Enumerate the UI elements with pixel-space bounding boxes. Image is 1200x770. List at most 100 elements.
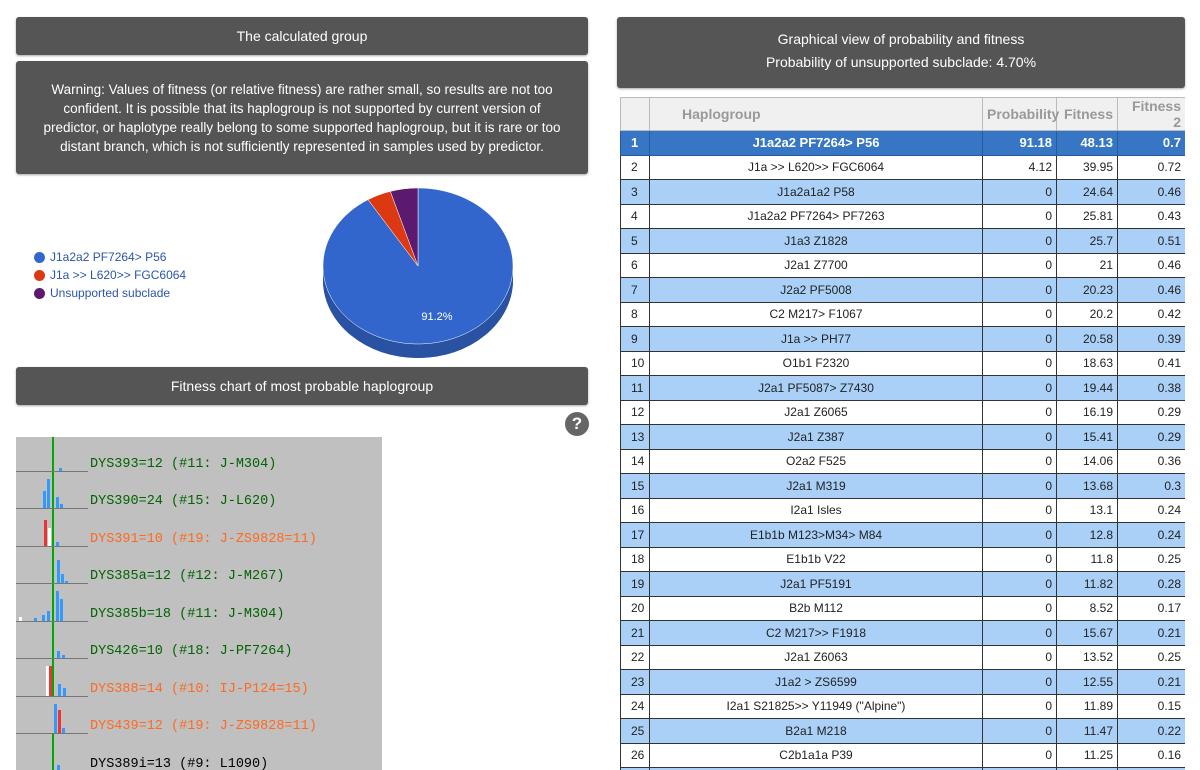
table-row[interactable]: 8 C2 M217> F1067 0 20.2 0.42	[620, 301, 1185, 327]
legend-swatch	[34, 269, 45, 281]
table-row[interactable]: 26 C2b1a1a P39 0 11.25 0.16	[620, 742, 1185, 768]
table-row[interactable]: 24 I2a1 S21825>> Y11949 ("Alpine") 0 11.89 0…	[620, 693, 1185, 719]
row-fitness: 16.19	[1056, 399, 1118, 425]
col-fitness[interactable]: Fitness	[1056, 97, 1118, 131]
fitness-histogram	[16, 509, 88, 549]
table-row[interactable]: 15 J2a1 M319 0 13.68 0.3	[620, 473, 1185, 499]
table-row[interactable]: 22 J2a1 Z6063 0 13.52 0.25	[620, 644, 1185, 670]
col-fitness-2[interactable]: Fitness 2	[1117, 97, 1185, 131]
row-index: 3	[620, 179, 650, 205]
row-index: 10	[620, 350, 650, 376]
table-row[interactable]: 9 J1a >> PH77 0 20.58 0.39	[620, 326, 1185, 352]
fitness-histogram	[16, 546, 88, 587]
col-index[interactable]	[620, 97, 650, 131]
histogram-bar	[48, 528, 51, 546]
help-icon[interactable]: ?	[565, 412, 589, 436]
row-haplogroup: J2a1 Z7700	[649, 252, 983, 278]
legend-swatch	[34, 251, 45, 263]
row-haplogroup: J1a3 Z1828	[649, 228, 983, 254]
row-fitness-2: 0.17	[1117, 595, 1185, 621]
histogram-bar	[58, 709, 61, 734]
table-row[interactable]: 14 O2a2 F525 0 14.06 0.36	[620, 448, 1185, 474]
row-index: 15	[620, 473, 650, 499]
histogram-bar	[56, 542, 59, 546]
table-row[interactable]: 16 I2a1 Isles 0 13.1 0.24	[620, 497, 1185, 523]
histogram-bar	[52, 584, 54, 621]
table-row[interactable]: 7 J2a2 PF5008 0 20.23 0.46	[620, 277, 1185, 303]
col-probability[interactable]: Probability	[982, 97, 1059, 131]
table-row[interactable]: 1 J1a2a2 PF7264> P56 91.18 48.13 0.7	[620, 130, 1185, 156]
fitness-marker-label: DYS389i=13 (#9: L1090)	[90, 756, 269, 770]
histogram-bar	[42, 615, 45, 621]
row-fitness-2	[1117, 767, 1185, 770]
histogram-bar	[52, 437, 54, 471]
table-row[interactable]: 12 J2a1 Z6065 0 16.19 0.29	[620, 399, 1185, 425]
haplogroup-table-container[interactable]: Haplogroup Probability Fitness Fitness 2…	[620, 97, 1185, 770]
table-row[interactable]: 3 J1a2a1a2 P58 0 24.64 0.46	[620, 179, 1185, 205]
row-fitness-2: 0.46	[1117, 179, 1185, 205]
table-row[interactable]: 20 B2b M112 0 8.52 0.17	[620, 595, 1185, 621]
table-row[interactable]: 13 J2a1 Z387 0 15.41 0.29	[620, 424, 1185, 450]
row-fitness: 20.23	[1056, 277, 1118, 303]
row-probability: 0	[982, 399, 1057, 425]
row-fitness: 39.95	[1056, 154, 1118, 180]
table-row[interactable]: 18 E1b1b V22 0 11.8 0.25	[620, 546, 1185, 572]
row-haplogroup: B2b M112	[649, 595, 983, 621]
row-haplogroup: J2a1 Z387	[649, 424, 983, 450]
row-fitness-2: 0.21	[1117, 669, 1185, 695]
table-row[interactable]: 4 J1a2a2 PF7264> PF7263 0 25.81 0.43	[620, 203, 1185, 229]
row-fitness: 18.63	[1056, 350, 1118, 376]
table-row[interactable]: 6 J2a1 Z7700 0 21 0.46	[620, 252, 1185, 278]
row-index: 6	[620, 252, 650, 278]
table-row[interactable]: 10 O1b1 F2320 0 18.63 0.41	[620, 350, 1185, 376]
row-probability: 0	[982, 350, 1057, 376]
table-row[interactable]: 11 J2a1 PF5087> Z7430 0 19.44 0.38	[620, 375, 1185, 401]
row-fitness-2: 0.29	[1117, 399, 1185, 425]
legend-item[interactable]: Unsupported subclade	[34, 284, 186, 302]
fitness-marker-label: DYS391=10 (#19: J-ZS9828=11)	[90, 531, 317, 547]
row-probability: 0	[982, 522, 1057, 548]
row-haplogroup: E1b1b V22	[649, 546, 983, 572]
row-fitness-2: 0.46	[1117, 252, 1185, 278]
histogram-bar	[34, 618, 37, 621]
table-row[interactable]: 19 J2a1 PF5191 0 11.82 0.28	[620, 571, 1185, 597]
table-row[interactable]: 2 J1a >> L620>> FGC6064 4.12 39.95 0.72	[620, 154, 1185, 180]
row-probability: 0	[982, 644, 1057, 670]
row-index: 17	[620, 522, 650, 548]
pie-slice[interactable]	[390, 187, 419, 267]
row-fitness-2: 0.25	[1117, 546, 1185, 572]
col-haplogroup[interactable]: Haplogroup	[649, 97, 983, 131]
histogram-bar	[61, 573, 64, 584]
legend-item[interactable]: J1a >> L620>> FGC6064	[34, 266, 186, 284]
fitness-row: DYS389i=13 (#9: L1090)	[16, 734, 382, 770]
row-fitness: 20.58	[1056, 326, 1118, 352]
legend-label: J1a2a2 PF7264> P56	[50, 250, 167, 264]
row-fitness-2: 0.15	[1117, 693, 1185, 719]
table-row[interactable]: 21 C2 M217>> F1918 0 15.67 0.21	[620, 620, 1185, 646]
row-haplogroup: B2a1 M218	[649, 718, 983, 744]
row-haplogroup: O1b1 F2320	[649, 350, 983, 376]
histogram-bar	[57, 559, 60, 584]
row-haplogroup: J1a >> PH77	[649, 326, 983, 352]
row-probability: 0	[982, 546, 1057, 572]
histogram-bar	[57, 765, 60, 770]
row-fitness: 20.2	[1056, 301, 1118, 327]
legend-item[interactable]: J1a2a2 PF7264> P56	[34, 248, 186, 266]
histogram-bar	[62, 727, 65, 734]
row-index: 14	[620, 448, 650, 474]
histogram-bar	[54, 703, 57, 734]
pie-legend: J1a2a2 PF7264> P56 J1a >> L620>> FGC6064 U…	[34, 248, 186, 302]
table-row[interactable]: 23 J1a2 > ZS6599 0 12.55 0.21	[620, 669, 1185, 695]
table-row[interactable]: 25 B2a1 M218 0 11.47 0.22	[620, 718, 1185, 744]
table-row[interactable]: 17 E1b1b M123>M34> M84 0 12.8 0.24	[620, 522, 1185, 548]
graphical-view-title: Graphical view of probability and fitnes…	[777, 31, 1025, 47]
pie-slice-label: 91.2%	[421, 311, 452, 323]
row-index: 12	[620, 399, 650, 425]
row-haplogroup: J2a1 PF5087> Z7430	[649, 375, 983, 401]
table-row[interactable]	[620, 767, 1185, 770]
row-probability: 0	[982, 179, 1057, 205]
row-fitness-2: 0.39	[1117, 326, 1185, 352]
table-row[interactable]: 5 J1a3 Z1828 0 25.7 0.51	[620, 228, 1185, 254]
row-probability: 0	[982, 620, 1057, 646]
row-fitness-2: 0.22	[1117, 718, 1185, 744]
